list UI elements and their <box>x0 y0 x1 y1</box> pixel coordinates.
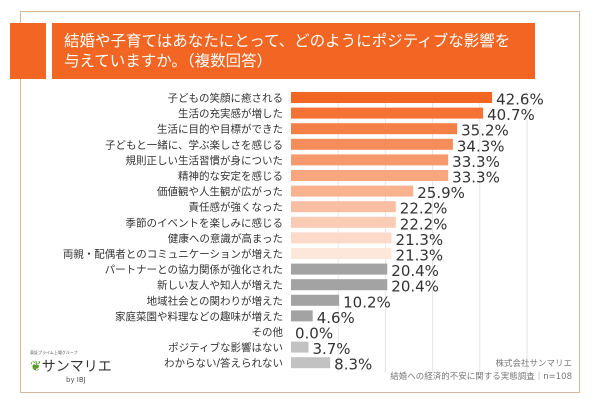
value-label: 33.3% <box>452 153 500 171</box>
bar <box>291 341 309 353</box>
bar <box>291 310 313 322</box>
bar <box>291 92 493 103</box>
value-label: 21.3% <box>396 247 444 265</box>
category-label: 季節のイベントを楽しみに感じる <box>126 216 284 229</box>
bar <box>291 279 388 291</box>
title-accent-square <box>10 23 46 79</box>
category-label: 生活に目的や目標ができた <box>157 123 283 136</box>
logo-tagline: 東証プライム上場グループ <box>30 350 78 355</box>
value-label: 21.3% <box>396 231 444 249</box>
value-label: 33.3% <box>452 169 500 187</box>
logo: 東証プライム上場グループ ❦サンマリエ by IBJ <box>30 350 112 384</box>
category-label: 地域社会との関わりが増えた <box>147 294 283 307</box>
category-label: 子どもの笑顔に癒される <box>168 92 284 105</box>
category-label: ポジティブな影響はない <box>168 341 283 354</box>
value-label: 42.6% <box>496 91 544 109</box>
value-label: 3.7% <box>312 340 350 358</box>
value-label: 40.7% <box>487 106 535 124</box>
bar <box>291 138 453 150</box>
source-survey: 結婚への経済的不安に関する実態調査｜n=108 <box>390 372 572 382</box>
value-label: 4.6% <box>317 309 355 327</box>
bar <box>291 201 396 213</box>
category-label: 規則正しい生活習慣が身についた <box>126 154 284 167</box>
bar <box>291 107 484 119</box>
category-label: 生活の充実感が増した <box>178 107 283 120</box>
category-label: 家庭菜園や料理などの趣味が増えた <box>115 310 283 323</box>
value-label: 22.2% <box>400 200 448 218</box>
category-label: パートナーとの協力関係が強化された <box>105 263 283 276</box>
value-label: 8.3% <box>334 356 372 374</box>
category-label: 両親・配偶者とのコミュニケーションが増えた <box>63 248 283 261</box>
source-note: 株式会社サンマリエ 結婚への経済的不安に関する実態調査｜n=108 <box>390 358 572 384</box>
logo-by: by IBJ <box>66 376 86 384</box>
value-label: 34.3% <box>457 137 505 155</box>
category-label: 精神的な安定を感じる <box>178 170 283 183</box>
category-label: 価値観や人生観が広がった <box>157 185 283 198</box>
category-label: 責任感が強くなった <box>189 201 284 214</box>
leaf-icon: ❦ <box>30 359 42 375</box>
bar <box>291 248 392 259</box>
bar <box>291 294 340 306</box>
bar <box>291 232 392 244</box>
category-label: 新しい友人や知人が増えた <box>157 279 283 292</box>
category-label: 健康への意識が高まった <box>168 232 283 245</box>
value-label: 35.2% <box>461 122 509 140</box>
bar <box>291 123 458 135</box>
source-company: 株式会社サンマリエ <box>495 359 572 369</box>
value-label: 22.2% <box>400 215 448 233</box>
value-label: 25.9% <box>417 184 465 202</box>
bar <box>291 357 331 369</box>
bar <box>291 170 449 181</box>
category-label: その他 <box>252 326 284 339</box>
value-label: 10.2% <box>343 293 391 311</box>
value-label: 20.4% <box>391 278 439 296</box>
bar <box>291 154 449 166</box>
chart-title: 結婚や子育てはあなたにとって、どのようにポジティブな影響を 与えていますか。（複… <box>52 23 535 79</box>
category-label: わからない/答えられない <box>164 357 283 370</box>
bar <box>291 263 388 275</box>
logo-name: サンマリエ <box>41 359 112 375</box>
value-label: 0.0% <box>295 325 333 343</box>
bar <box>291 185 414 197</box>
category-label: 子どもと一緒に、学ぶ楽しさを感じる <box>105 138 283 151</box>
value-label: 20.4% <box>391 262 439 280</box>
bar <box>291 216 396 228</box>
